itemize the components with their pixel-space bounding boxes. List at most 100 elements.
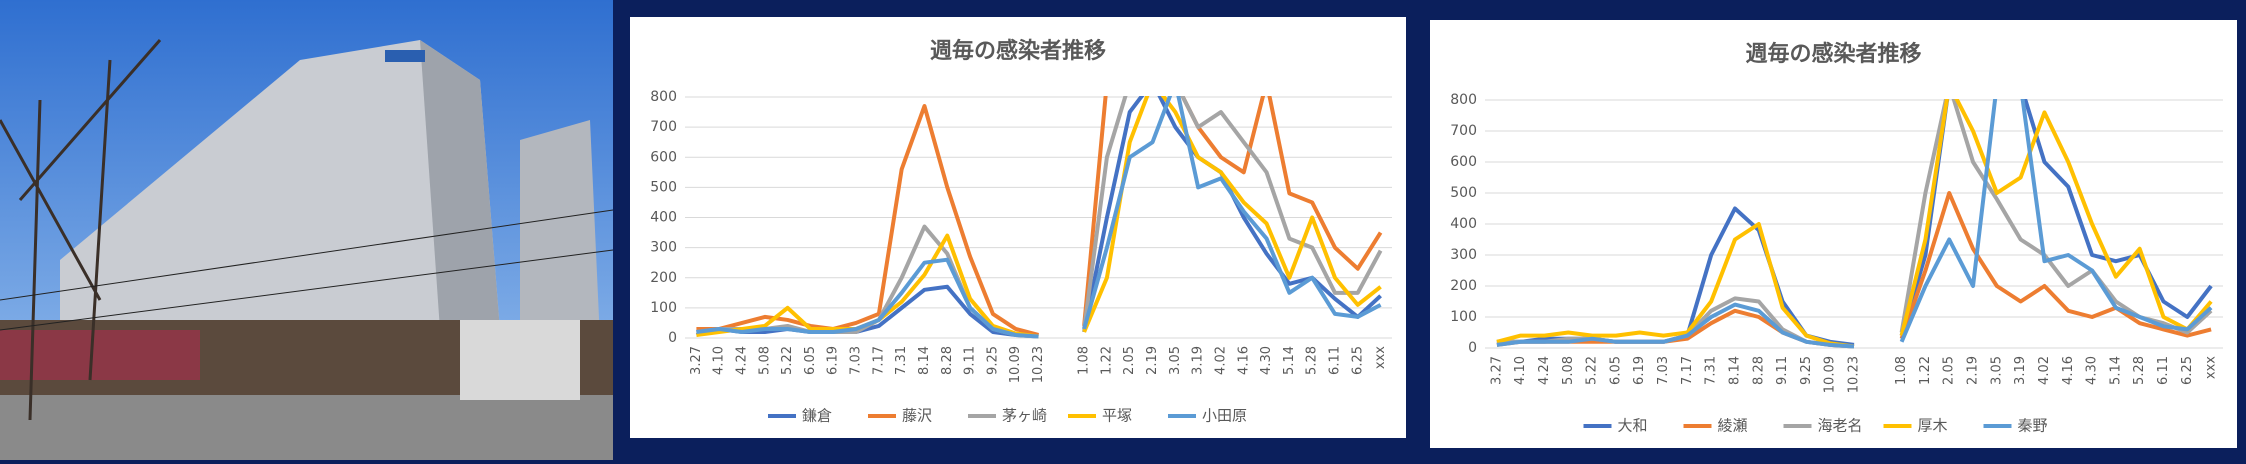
- y-tick-label: 200: [650, 270, 677, 286]
- x-tick-label: 6.11: [1327, 346, 1342, 375]
- chart-title: 週毎の感染者推移: [1745, 41, 1921, 67]
- x-tick-label: 4.24: [1537, 356, 1552, 385]
- y-tick-label: 700: [650, 119, 677, 135]
- x-tick-label: 7.17: [1680, 356, 1695, 385]
- x-tick-label: 3.19: [1191, 346, 1206, 375]
- legend-label: 厚木: [1918, 417, 1948, 435]
- x-tick-label: 3.27: [689, 346, 704, 375]
- x-tick-label: 9.11: [1775, 356, 1790, 385]
- legend-label: 小田原: [1202, 407, 1247, 425]
- legend-label: 平塚: [1102, 407, 1132, 425]
- x-tick-label: 6.05: [803, 346, 818, 375]
- x-tick-label: 4.30: [2085, 356, 2100, 385]
- chart: 週毎の感染者推移 0 100 200 300 400 500 600 700 800 3.27 4.1…: [1430, 20, 2237, 448]
- legend-label: 海老名: [1818, 417, 1863, 435]
- x-tick-label: 4.16: [2061, 356, 2076, 385]
- y-tick-label: 200: [1450, 278, 1477, 294]
- x-tick-label: 4.16: [1236, 346, 1251, 375]
- x-tick-label: 8.14: [917, 346, 932, 375]
- chart: 週毎の感染者推移 0 100 200 300 400 500 600 700 800 3.27 4.1…: [630, 17, 1406, 438]
- x-tick-label: 7.17: [871, 346, 886, 375]
- x-tick-label: 4.02: [1213, 346, 1228, 375]
- x-tick-label: 3.05: [1989, 356, 2004, 385]
- x-tick-label: 6.25: [2180, 356, 2195, 385]
- x-tick-label: 5.28: [1305, 346, 1320, 375]
- y-tick-label: 600: [650, 149, 677, 165]
- x-tick-label: 7.31: [1704, 356, 1719, 385]
- x-tick-label: 10.09: [1823, 356, 1838, 393]
- chart-background: [1430, 20, 2237, 448]
- legend-label: 鎌倉: [802, 407, 832, 425]
- x-tick-label: xxx: [1373, 346, 1388, 369]
- y-tick-label: 0: [668, 330, 677, 346]
- x-tick-label: 1.08: [1894, 356, 1909, 385]
- x-tick-label: 6.19: [826, 346, 841, 375]
- x-tick-label: 10.23: [1847, 356, 1862, 393]
- legend-label: 茅ヶ崎: [1002, 407, 1047, 425]
- x-tick-label: 2.19: [1145, 346, 1160, 375]
- x-tick-label: 6.11: [2156, 356, 2171, 385]
- x-tick-label: 5.14: [1282, 346, 1297, 375]
- photo: [0, 0, 614, 460]
- x-tick-label: 8.28: [940, 346, 955, 375]
- x-tick-label: 2.19: [1966, 356, 1981, 385]
- x-tick-label: 5.08: [757, 346, 772, 375]
- x-tick-label: 7.31: [894, 346, 909, 375]
- x-tick-label: 3.27: [1489, 356, 1504, 385]
- y-tick-label: 100: [1450, 309, 1477, 325]
- x-tick-label: 1.08: [1077, 346, 1092, 375]
- x-tick-label: 5.22: [1585, 356, 1600, 385]
- legend-label: 藤沢: [902, 407, 932, 425]
- y-tick-label: 700: [1450, 123, 1477, 139]
- x-tick-label: xxx: [2204, 356, 2219, 379]
- x-tick-label: 7.03: [1656, 356, 1671, 385]
- y-tick-label: 100: [650, 300, 677, 316]
- x-tick-label: 4.30: [1259, 346, 1274, 375]
- series-line: [1496, 99, 2213, 349]
- y-tick-label: 500: [1450, 185, 1477, 201]
- y-tick-label: 800: [1450, 92, 1477, 108]
- x-tick-label: 3.19: [2013, 356, 2028, 385]
- x-tick-label: 2.05: [1942, 356, 1957, 385]
- x-tick-label: 2.05: [1122, 346, 1137, 375]
- series-line: [696, 96, 1382, 339]
- series-line: [696, 96, 1383, 337]
- y-tick-label: 0: [1468, 340, 1477, 356]
- x-tick-label: 5.08: [1561, 356, 1576, 385]
- y-tick-label: 400: [1450, 216, 1477, 232]
- x-tick-label: 5.28: [2132, 356, 2147, 385]
- legend-label: 綾瀬: [1718, 417, 1748, 435]
- x-tick-label: 9.25: [1799, 356, 1814, 385]
- x-tick-label: 4.10: [1513, 356, 1528, 385]
- x-tick-label: 8.14: [1727, 356, 1742, 385]
- x-tick-label: 6.25: [1350, 346, 1365, 375]
- y-tick-label: 600: [1450, 154, 1477, 170]
- x-tick-label: 9.11: [963, 346, 978, 375]
- x-tick-label: 9.25: [985, 346, 1000, 375]
- y-tick-label: 300: [650, 240, 677, 256]
- x-tick-label: 5.22: [780, 346, 795, 375]
- x-tick-label: 7.03: [849, 346, 864, 375]
- legend-label: 秦野: [2018, 417, 2048, 435]
- y-tick-label: 500: [650, 179, 677, 195]
- y-tick-label: 400: [650, 210, 677, 226]
- x-tick-label: 4.10: [712, 346, 727, 375]
- x-tick-label: 6.05: [1608, 356, 1623, 385]
- legend-label: 大和: [1618, 417, 1648, 435]
- x-tick-label: 4.02: [2037, 356, 2052, 385]
- x-tick-label: 3.05: [1168, 346, 1183, 375]
- x-tick-label: 4.24: [735, 346, 750, 375]
- x-tick-label: 8.28: [1751, 356, 1766, 385]
- x-tick-label: 1.22: [1099, 346, 1114, 375]
- x-tick-label: 10.09: [1008, 346, 1023, 383]
- x-tick-label: 6.19: [1632, 356, 1647, 385]
- chart-title: 週毎の感染者推移: [930, 38, 1106, 64]
- x-tick-label: 5.14: [2108, 356, 2123, 385]
- x-tick-label: 1.22: [1918, 356, 1933, 385]
- x-tick-label: 10.23: [1031, 346, 1046, 383]
- y-tick-label: 800: [650, 89, 677, 105]
- y-tick-label: 300: [1450, 247, 1477, 263]
- series-line: [1496, 99, 2213, 349]
